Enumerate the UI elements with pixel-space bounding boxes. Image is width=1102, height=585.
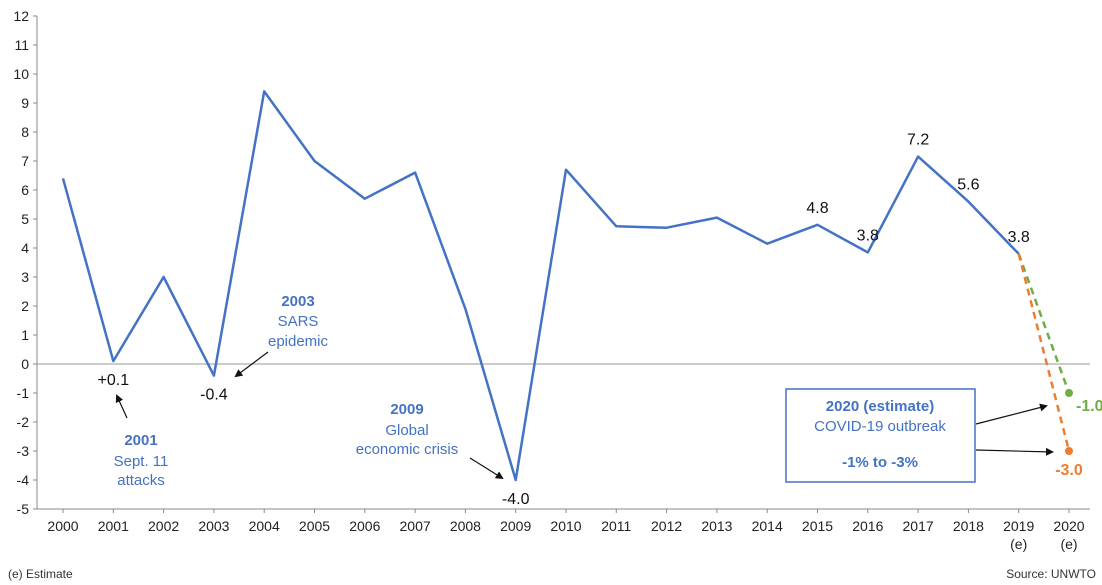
y-tick-label: -3	[17, 443, 30, 459]
annotation-2009-line2: economic crisis	[356, 441, 459, 458]
series-line-main	[61, 90, 1020, 482]
x-tick-label: 2009	[500, 518, 531, 534]
y-tick-label: 2	[21, 298, 29, 314]
y-tick-label: 0	[21, 356, 29, 372]
data-label: -4.0	[502, 491, 530, 508]
x-tick-label: 2017	[903, 518, 934, 534]
x-tick-label: 2014	[752, 518, 783, 534]
x-tick-label: 2010	[550, 518, 581, 534]
x-tick-label: 2013	[701, 518, 732, 534]
data-label: 3.8	[857, 227, 879, 244]
x-tick-label: 2005	[299, 518, 330, 534]
x-tick-label: 2001	[98, 518, 129, 534]
series-line-projection-1	[1017, 253, 1071, 394]
y-tick-label: -1	[17, 385, 30, 401]
y-tick-label: 12	[13, 8, 29, 24]
series-end-marker	[1065, 447, 1073, 455]
x-tick-label: 2019	[1003, 518, 1034, 534]
annotation-2009-year: 2009	[390, 401, 423, 418]
x-tick-label: 2000	[47, 518, 78, 534]
y-tick-label: 9	[21, 95, 29, 111]
annotation-2020-box	[785, 388, 976, 483]
x-tick-sublabel: (e)	[1010, 536, 1027, 552]
data-label: -0.4	[200, 387, 228, 404]
annotation-2001-year: 2001	[124, 432, 157, 449]
x-tick-label: 2004	[249, 518, 280, 534]
annotation-2001-arrow	[115, 394, 128, 419]
annotation-2003-year: 2003	[281, 293, 314, 310]
data-label: 3.8	[1008, 229, 1030, 246]
annotation-2020-arrow-lower	[975, 447, 1054, 456]
data-label: -3.0	[1055, 462, 1083, 479]
annotation-2020-arrow-upper	[975, 403, 1048, 425]
y-tick-label: 1	[21, 327, 29, 343]
annotation-2020: 2020 (estimate) COVID-19 outbreak -1% to…	[785, 388, 1054, 483]
x-tick-sublabel: (e)	[1060, 536, 1077, 552]
y-tick-label: 4	[21, 240, 29, 256]
y-tick-label: -2	[17, 414, 30, 430]
annotation-2020-title: 2020 (estimate)	[826, 398, 934, 415]
annotation-2003-arrow	[234, 351, 269, 378]
x-tick-label: 2012	[651, 518, 682, 534]
y-tick-label: -4	[17, 472, 30, 488]
annotation-2003-line2: epidemic	[268, 333, 329, 350]
annotation-2009-arrow	[469, 457, 504, 480]
x-tick-label: 2007	[400, 518, 431, 534]
x-tick-label: 2011	[601, 518, 631, 534]
annotation-2003-line1: SARS	[278, 313, 319, 330]
annotation-2009: 2009 Global economic crisis	[356, 401, 504, 480]
x-tick-label: 2003	[198, 518, 229, 534]
x-tick-label: 2020	[1053, 518, 1084, 534]
annotation-2009-line1: Global	[385, 422, 428, 439]
x-tick-label: 2018	[953, 518, 984, 534]
annotation-2001-line1: Sept. 11	[114, 453, 169, 470]
annotation-2003: 2003 SARS epidemic	[234, 293, 329, 378]
data-label: 4.8	[806, 200, 828, 217]
x-tick-label: 2006	[349, 518, 380, 534]
x-tick-label: 2008	[450, 518, 481, 534]
annotation-2020-range: -1% to -3%	[842, 454, 918, 471]
series-group	[61, 90, 1073, 482]
data-label: +0.1	[98, 372, 130, 389]
data-label: 7.2	[907, 132, 929, 149]
y-tick-label: 11	[14, 37, 29, 53]
y-tick-label: 6	[21, 182, 29, 198]
source-note: Source: UNWTO	[1006, 567, 1096, 581]
y-tick-label: 3	[21, 269, 29, 285]
annotation-2020-subtitle: COVID-19 outbreak	[814, 418, 946, 435]
estimate-note: (e) Estimate	[8, 567, 73, 581]
x-tick-label: 2016	[852, 518, 883, 534]
y-tick-label: 5	[21, 211, 29, 227]
y-tick-label: 7	[21, 153, 29, 169]
y-tick-label: 10	[13, 66, 29, 82]
x-tick-label: 2015	[802, 518, 833, 534]
series-line-projection-2	[1017, 253, 1071, 452]
data-labels: +0.1 -0.4 -4.0 4.8 3.8 7.2 5.6 3.8 -1.0 -3.0	[98, 132, 1102, 508]
annotation-2001: 2001 Sept. 11 attacks	[114, 394, 169, 489]
annotation-2001-line2: attacks	[117, 472, 165, 489]
y-tick-label: -5	[17, 501, 30, 517]
data-label: 5.6	[957, 177, 979, 194]
x-tick-label: 2002	[148, 518, 179, 534]
series-end-marker	[1065, 389, 1073, 397]
y-tick-label: 8	[21, 124, 29, 140]
data-label: -1.0	[1076, 398, 1102, 415]
